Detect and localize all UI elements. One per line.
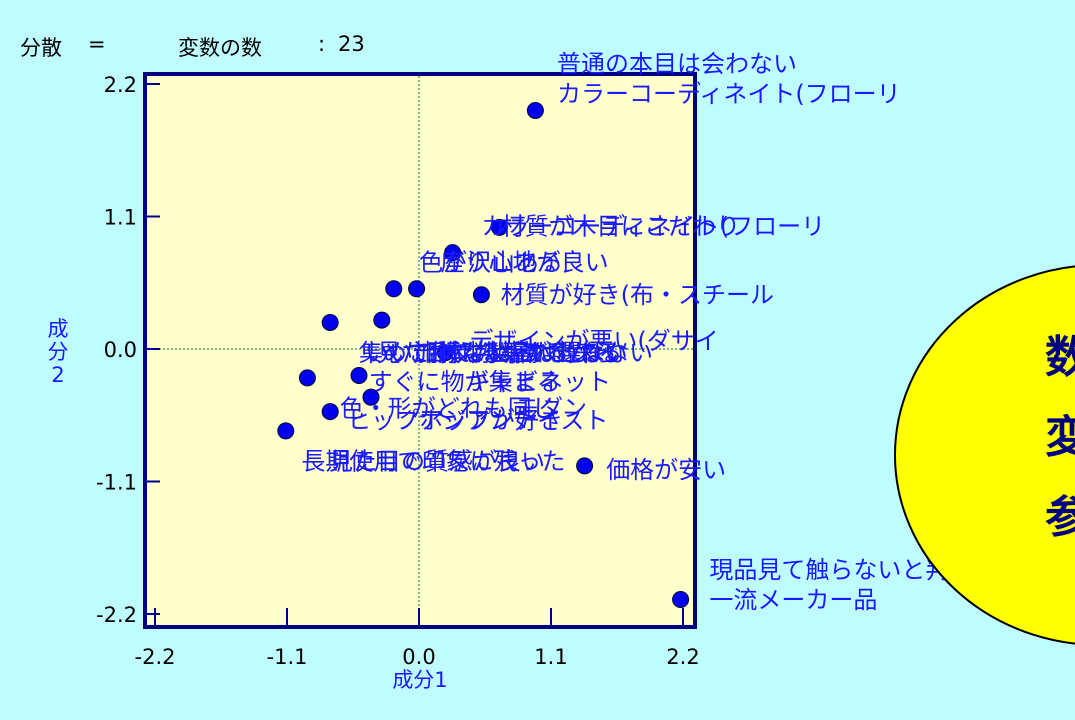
x-tick-label: -1.1 (267, 645, 308, 669)
data-point (298, 369, 316, 387)
side-badge-char-1: 数 (1045, 332, 1075, 383)
variance-label: 分散 (20, 36, 62, 60)
point-label: 見た目の質感が良い (329, 447, 545, 475)
point-label: 材質が木目にこだわり (501, 213, 741, 241)
side-badge-shape (894, 265, 1075, 645)
x-tick-label: 2.2 (666, 645, 699, 669)
data-point (277, 422, 295, 440)
point-label: 本物は高い (443, 339, 563, 367)
point-label: キャビネット (467, 368, 611, 396)
variable-count-colon: : (318, 32, 326, 56)
point-label: デザインが悪い(ダサイ (469, 327, 718, 355)
data-point (350, 367, 368, 384)
point-label: 流行にとらわれない (413, 339, 628, 367)
x-axis-title: 成分1 (392, 668, 448, 692)
y-tick-label: 2.2 (104, 73, 137, 97)
y-axis-title: 成分 2 (40, 318, 76, 387)
x-tick-label: 1.1 (534, 645, 567, 669)
y-axis-title-line-1: 成分 (47, 317, 69, 364)
point-label: アジアンテイスト (419, 407, 608, 435)
data-point (321, 314, 339, 331)
point-label: 材質が好き(布・スチール (501, 281, 774, 309)
point-label: すぐに物が集まる (369, 368, 561, 396)
point-label: カラーコーディネイト(フローリ (481, 213, 825, 241)
point-label: 色・形がどれも同じ (340, 394, 556, 422)
point-label: 価格が安い (606, 456, 726, 484)
variance-equals: = (88, 32, 106, 56)
point-label: 見た目で判断するから (377, 339, 617, 367)
point-label: カラーコーディネイト(フローリ (557, 80, 901, 108)
point-label: 色が沢山ある (419, 249, 563, 277)
point-label: ヒップホップが好き (347, 407, 563, 435)
data-point (444, 244, 462, 262)
y-tick-label: -2.2 (96, 603, 137, 627)
y-tick-label: 1.1 (104, 206, 137, 230)
point-label: 長期使用で印象に残った (301, 447, 565, 475)
point-label: 普通の本目は会わない (557, 50, 797, 78)
plot-area (145, 74, 695, 627)
data-point (576, 457, 594, 475)
data-point (362, 388, 380, 406)
point-label: いい加減な製品は選ばない (365, 339, 653, 367)
plot-frame (143, 72, 697, 629)
point-label: モダン (515, 394, 587, 422)
point-label: 座り心地が良い (441, 249, 609, 277)
variable-count-label: 変数の数 (178, 36, 262, 60)
x-tick-label: 0.0 (402, 645, 435, 669)
x-tick-label: -2.2 (135, 645, 176, 669)
data-point (672, 591, 690, 609)
data-point (490, 218, 508, 236)
data-point (385, 280, 403, 298)
y-tick-label: -1.1 (96, 471, 137, 495)
point-label: 現品見て触らないと判 (709, 556, 949, 584)
data-point (321, 403, 339, 421)
y-axis-title-line-2: 2 (51, 363, 65, 387)
data-point (472, 286, 490, 304)
data-point (436, 344, 454, 362)
point-label: 集めて揃える事が出来る (359, 339, 622, 367)
y-tick-label: 0.0 (104, 338, 137, 362)
data-point (408, 280, 426, 298)
variable-count-value: 23 (338, 32, 365, 56)
data-point (526, 102, 544, 119)
data-point (373, 311, 391, 329)
point-label: 一流メーカー品 (709, 586, 877, 614)
side-badge-char-3: 参 (1045, 492, 1075, 543)
side-badge-char-2: 変 (1045, 412, 1075, 463)
